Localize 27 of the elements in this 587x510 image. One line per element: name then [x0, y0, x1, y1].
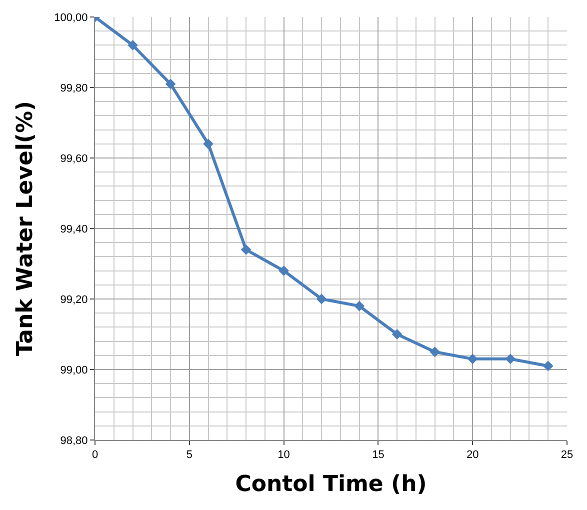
x-tick-label: 10 [278, 449, 290, 462]
y-tick-label: 99,20 [60, 294, 88, 306]
y-tick-label: 99,60 [60, 152, 88, 165]
y-axis-title: Tank Water Level(%) [12, 100, 38, 356]
point [165, 78, 176, 90]
y-tick-label: 98,80 [60, 434, 88, 447]
point [203, 138, 214, 150]
point [505, 354, 516, 364]
point [542, 360, 554, 372]
x-tick-label: 5 [186, 449, 192, 462]
y-tick-label: 99,80 [60, 82, 88, 94]
point [240, 244, 252, 255]
y-tick-label: 99,40 [60, 223, 88, 236]
x-tick-label: 15 [372, 449, 384, 462]
point [316, 294, 327, 304]
point [467, 354, 478, 364]
x-tick-label: 25 [560, 449, 574, 462]
point [128, 40, 138, 50]
point [392, 329, 402, 340]
point [278, 266, 289, 276]
point [354, 300, 365, 312]
point [430, 346, 440, 358]
y-tick-label: 99,00 [60, 364, 88, 376]
x-tick-label: 20 [466, 449, 479, 462]
x-tick-label: 0 [92, 449, 98, 462]
x-axis-title: Contol Time (h) [235, 472, 427, 498]
y-tick-label: 100,00 [54, 12, 88, 24]
